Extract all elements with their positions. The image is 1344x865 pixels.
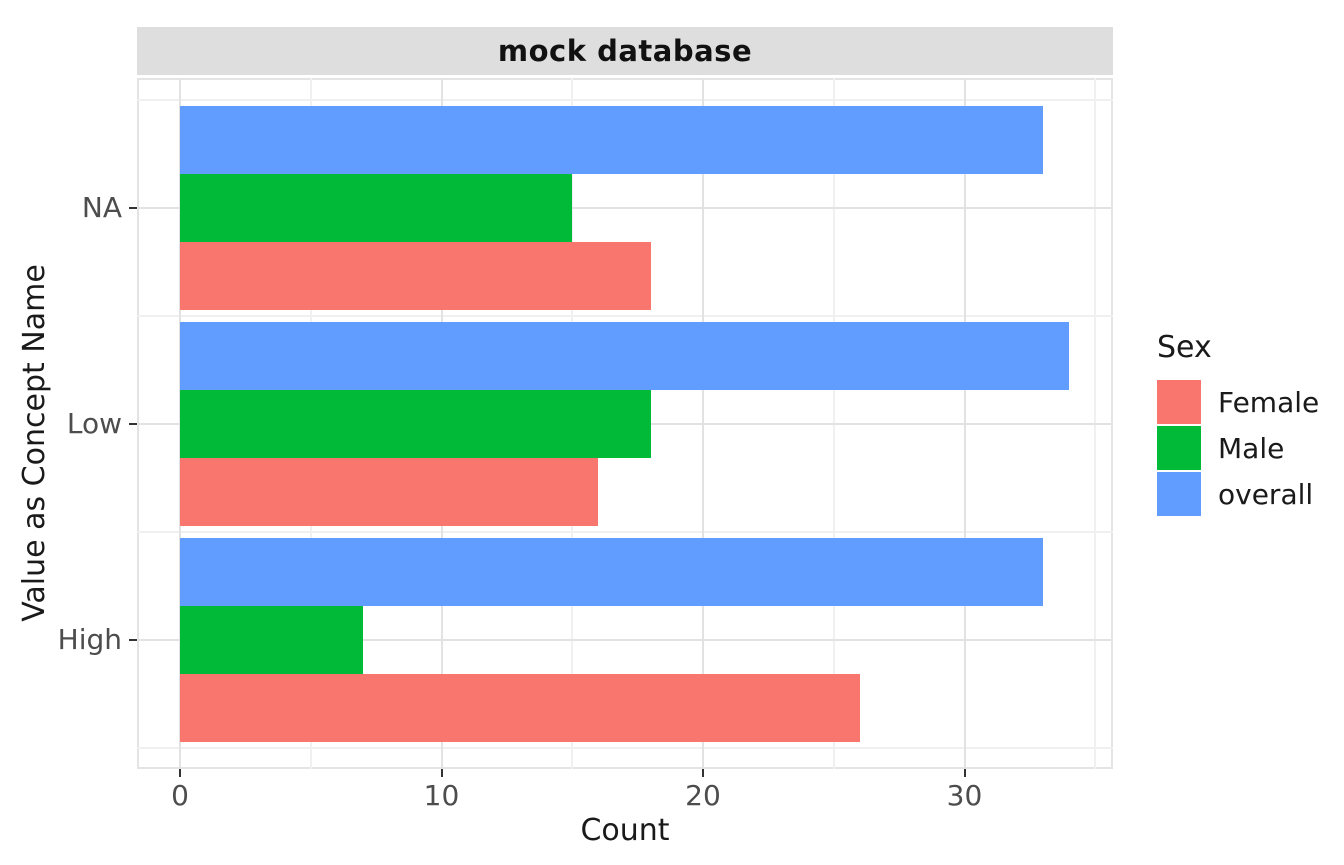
bar-female-high	[180, 673, 860, 742]
y-tick-label: High	[57, 623, 122, 656]
gridline-major-y	[137, 639, 1113, 641]
x-tick-mark	[440, 769, 443, 777]
legend-items: Female Male overall	[1157, 380, 1319, 516]
legend-label: Female	[1218, 385, 1320, 419]
legend-item-overall: overall	[1157, 472, 1319, 516]
x-tick-label: 30	[946, 779, 983, 812]
x-tick-label: 10	[423, 779, 460, 812]
bar-overall-na	[180, 106, 1043, 175]
facet-strip: mock database	[137, 27, 1113, 75]
legend-swatch-male	[1157, 426, 1201, 470]
x-tick-label: 20	[685, 779, 721, 812]
x-tick-label: 0	[171, 779, 189, 812]
legend: Sex Female Male overall	[1157, 330, 1319, 516]
x-axis-title: Count	[580, 813, 670, 848]
y-tick-mark	[129, 423, 137, 425]
bar-male-na	[180, 174, 573, 242]
bar-male-high	[180, 606, 364, 674]
gridline-minor-y	[137, 99, 1113, 101]
bar-female-na	[180, 241, 651, 310]
x-tick-mark	[179, 769, 181, 777]
bar-overall-low	[180, 322, 1070, 391]
y-tick-mark	[129, 207, 137, 209]
gridline-minor-y	[137, 315, 1113, 317]
bar-male-low	[180, 390, 651, 458]
x-tick-mark	[702, 769, 704, 777]
legend-item-female: Female	[1157, 380, 1319, 424]
y-tick-label: Low	[66, 407, 122, 440]
legend-item-male: Male	[1157, 426, 1319, 470]
gridline-major-y	[137, 207, 1113, 209]
y-tick-mark	[129, 639, 137, 641]
legend-swatch-female	[1157, 380, 1201, 424]
gridline-minor-y	[137, 531, 1113, 533]
bar-overall-high	[180, 538, 1043, 607]
legend-swatch-overall	[1157, 472, 1201, 516]
gridline-minor-y	[137, 747, 1113, 749]
legend-label: overall	[1218, 477, 1314, 511]
legend-label: Male	[1218, 431, 1285, 465]
chart-panel	[137, 78, 1113, 769]
y-tick-label: NA	[81, 191, 122, 224]
x-tick-mark	[963, 769, 966, 777]
bar-female-low	[180, 457, 599, 526]
plot-title: mock database	[497, 34, 753, 68]
legend-title: Sex	[1157, 330, 1212, 365]
y-axis-title: Value as Concept Name	[16, 264, 52, 622]
